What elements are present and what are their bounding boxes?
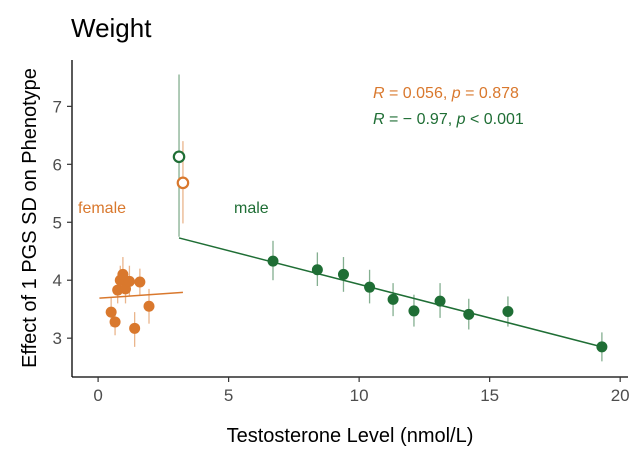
female-stat-p-value: = 0.878 [461, 85, 519, 102]
male-data-point [434, 295, 446, 307]
data-points [105, 150, 608, 353]
y-tick-label: 7 [53, 97, 62, 116]
female-stat-r-label: R [373, 85, 385, 102]
female-stat-r-value: = 0.056, [385, 85, 452, 102]
female-group-label: female [78, 200, 126, 217]
y-tick-label: 5 [53, 213, 62, 232]
x-tick-label: 20 [611, 386, 630, 405]
y-tick-label: 6 [53, 155, 62, 174]
female-data-point [134, 276, 146, 288]
x-axis-title: Testosterone Level (nmol/L) [227, 425, 474, 447]
female-stat-annotation: R = 0.056, p = 0.878 [373, 85, 519, 102]
female-data-point [105, 306, 117, 318]
y-tick-label: 3 [53, 329, 62, 348]
male-data-point [267, 255, 279, 267]
male-stat-r-label: R [373, 111, 385, 128]
y-ticks: 3 4 5 6 7 [53, 97, 72, 348]
axes [71, 60, 628, 378]
chart-title: Weight [71, 13, 152, 43]
female-data-point [117, 268, 129, 280]
female-data-point [129, 322, 141, 334]
male-stat-p-value: < 0.001 [466, 111, 524, 128]
male-data-point [408, 305, 420, 317]
female-data-point [109, 316, 121, 328]
female-stat-p-label: p [451, 85, 461, 102]
male-data-point [387, 293, 399, 305]
female-outlier-point [176, 176, 190, 190]
male-data-point [364, 281, 376, 293]
x-ticks: 0 5 10 15 20 [93, 377, 630, 405]
male-stat-annotation: R = − 0.97, p < 0.001 [373, 111, 524, 128]
male-data-point [337, 268, 349, 280]
x-tick-label: 10 [350, 386, 369, 405]
male-group-label: male [234, 200, 269, 217]
y-axis-title: Effect of 1 PGS SD on Phenotype [19, 68, 41, 368]
female-data-point [123, 275, 135, 287]
male-data-point [596, 341, 608, 353]
x-tick-label: 15 [480, 386, 499, 405]
male-data-point [502, 306, 514, 318]
male-outlier-point [172, 150, 186, 164]
female-fit-line [99, 291, 183, 299]
male-fit-line [178, 237, 603, 348]
y-tick-label: 4 [53, 271, 62, 290]
male-data-point [463, 308, 475, 320]
male-data-point [311, 264, 323, 276]
female-data-point [143, 300, 155, 312]
fit-lines [99, 237, 603, 348]
x-tick-label: 0 [93, 386, 102, 405]
error-bars [110, 74, 603, 362]
male-stat-r-value: = − 0.97, [385, 111, 457, 128]
x-tick-label: 5 [224, 386, 233, 405]
male-stat-p-label: p [456, 111, 466, 128]
